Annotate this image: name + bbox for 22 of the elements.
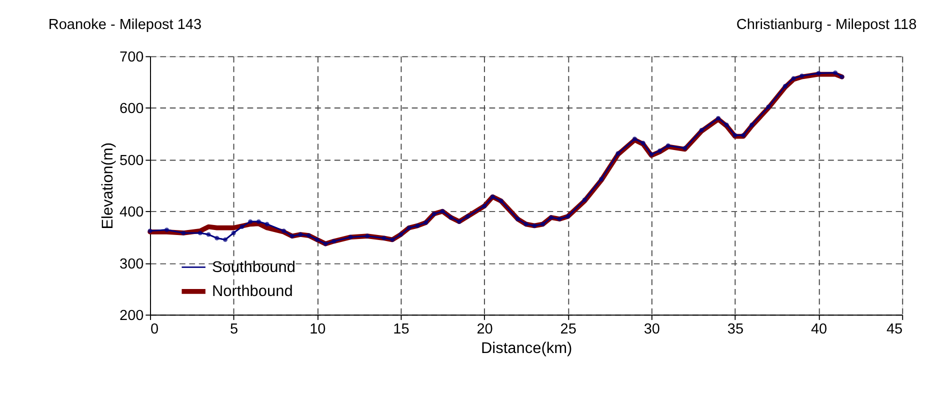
y-tick-label: 700 bbox=[120, 50, 144, 66]
y-tick-label: 400 bbox=[120, 204, 144, 221]
x-tick-label: 10 bbox=[310, 322, 326, 338]
y-axis-title: Elevation(m) bbox=[100, 142, 117, 230]
x-tick-label: 40 bbox=[810, 322, 828, 338]
legend-label: Northbound bbox=[212, 283, 293, 300]
x-tick-label: 5 bbox=[230, 322, 238, 338]
y-tick-label: 600 bbox=[120, 101, 144, 118]
x-tick-label: 45 bbox=[886, 322, 903, 338]
y-tick-label: 500 bbox=[120, 152, 144, 169]
y-tick-label: 300 bbox=[120, 256, 144, 272]
x-tick-label: 25 bbox=[560, 322, 576, 338]
x-tick-label: 35 bbox=[727, 322, 744, 338]
text: Christianburg - Milepost 118 bbox=[736, 17, 917, 34]
x-tick-label: 20 bbox=[476, 322, 493, 338]
y-tick-label: 200 bbox=[120, 308, 144, 324]
x-axis-title: Distance(km) bbox=[481, 340, 572, 357]
legend-label: Southbound bbox=[212, 259, 296, 276]
x-tick-label: 0 bbox=[150, 322, 159, 338]
text: Roanoke - Milepost 143 bbox=[48, 17, 202, 34]
x-tick-label: 15 bbox=[393, 322, 410, 338]
x-tick-label: 30 bbox=[644, 322, 660, 338]
